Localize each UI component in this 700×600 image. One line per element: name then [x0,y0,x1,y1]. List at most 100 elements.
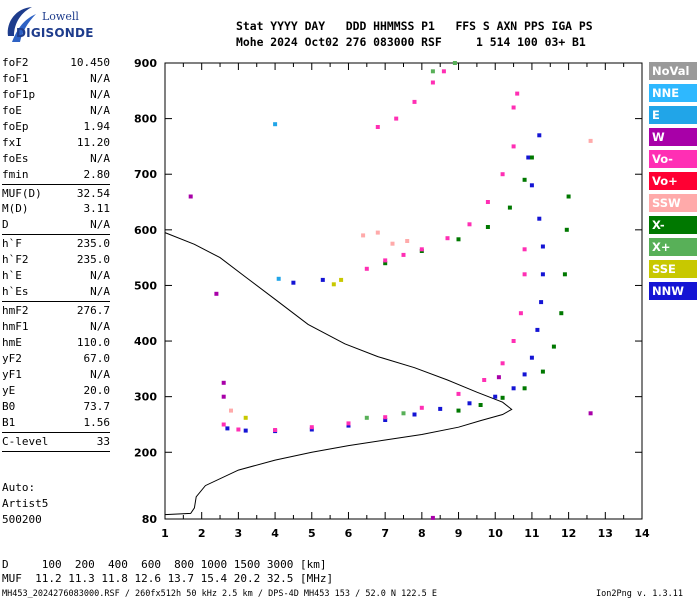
echo-w-point [214,291,219,296]
param-row: D N/A [2,217,110,233]
echo-vo-point [441,69,446,74]
legend-item-noval: NoVal [649,62,697,80]
echo-vo-point [383,415,388,420]
param-name: B1 [2,415,16,429]
y-tick-label: 500 [134,279,157,292]
param-row: h`F2 235.0 [2,252,110,268]
echo-vo-point [522,272,527,277]
param-row: h`F 235.0 [2,236,110,252]
param-row: foE N/A [2,103,110,119]
echo-nnw-point [467,401,472,406]
y-tick-label: 700 [134,168,157,181]
echo-x-point [566,194,571,199]
param-name: yF1 [2,367,22,381]
param-value: N/A [90,151,110,165]
echo-nnw-point [320,277,325,282]
header-values: Mohe 2024 Oct02 276 083000 RSF 1 514 100… [236,35,586,49]
echo-vo-point [430,80,435,85]
echo-sse-point [339,277,344,282]
param-row: fxI 11.20 [2,135,110,151]
echo-x-point [456,237,461,242]
echo-vo-point [394,116,399,121]
echo-nnw-point [291,280,296,285]
param-value: 276.7 [76,304,110,318]
autoscale-code: 500200 [2,513,42,526]
param-value: N/A [90,103,110,117]
param-separator [2,450,110,452]
echo-nnw-point [438,406,443,411]
echo-sse-point [331,282,336,287]
logo-word-lowell: Lowell [42,10,79,23]
param-value: 1.56 [83,415,111,429]
echo-w-point [588,411,593,416]
echo-ssw-point [588,138,593,143]
param-value: N/A [90,320,110,333]
echo-x-point [430,69,435,74]
param-name: B0 [2,399,16,413]
echo-nnw-point [511,386,516,391]
param-name: h`F [2,237,22,251]
file-info-footer: MH453_2024276083000.RSF / 260fx512h 50 k… [2,589,437,599]
y-tick-label: 80 [142,513,158,526]
version-footer: Ion2Png v. 1.3.11 [596,589,683,599]
echo-nnw-point [539,300,544,305]
param-name: C-level [2,434,49,448]
echo-vo-point [485,200,490,204]
param-row: hmE 110.0 [2,335,110,351]
param-name: h`Es [2,285,29,299]
param-row: h`Es N/A [2,284,110,300]
echo-w-point [221,380,226,385]
y-tick-label: 300 [134,391,157,404]
param-name: yE [2,383,16,397]
echo-vo-point [221,422,226,427]
param-name: foF2 [2,56,29,69]
echo-vo-point [518,311,523,316]
param-value: N/A [90,218,110,232]
param-row: B1 1.56 [2,415,110,431]
param-value: 67.0 [83,351,111,365]
param-value: N/A [90,269,110,283]
param-value: N/A [90,285,110,299]
echo-x-point [364,415,369,420]
echo-vo-point [412,99,417,104]
echo-nnw-point [383,418,388,422]
header-labels: Stat YYYY DAY DDD HHMMSS P1 FFS S AXN PP… [236,19,593,33]
echo-vo-point [445,236,450,241]
echo-vo-point [511,144,516,149]
echo-x-point [478,403,483,407]
echo-nnw-point [540,244,545,249]
echo-x-point [507,205,512,210]
echo-x-point [559,311,564,316]
muf-values-row: MUF 11.2 11.3 11.8 12.6 13.7 15.4 20.2 3… [2,572,334,585]
autoscale-label: Auto: [2,481,36,494]
echo-vo-point [515,91,520,96]
x-tick-label: 5 [308,527,316,540]
x-tick-label: 12 [561,527,576,540]
echo-x-point [522,177,527,182]
x-tick-label: 4 [271,527,279,540]
param-name: foEs [2,151,29,165]
legend-item-nnw: NNW [649,282,697,300]
y-tick-label: 400 [134,335,157,348]
echo-x-point [401,411,406,416]
echo-ssw-point [405,239,410,243]
echo-nnw-point [412,412,417,417]
param-value: 33 [96,434,110,448]
echo-x-point [522,386,527,391]
echo-x-point [564,227,569,232]
legend-item-ssw: SSW [649,194,697,212]
y-tick-label: 200 [134,446,157,459]
param-row: foEp 1.94 [2,119,110,135]
x-tick-label: 9 [455,527,463,540]
param-name: hmF2 [2,304,29,318]
legend-item-nne: NNE [649,84,697,102]
echo-x-point [551,344,556,349]
echo-ssw-point [229,408,233,413]
echo-nnw-point [225,426,230,431]
param-row: h`E N/A [2,268,110,284]
echo-vo-point [482,378,487,382]
echo-x-point [540,369,545,374]
param-row: hmF2 276.7 [2,303,110,319]
profile-line [164,232,513,516]
echo-w-point [221,394,226,399]
